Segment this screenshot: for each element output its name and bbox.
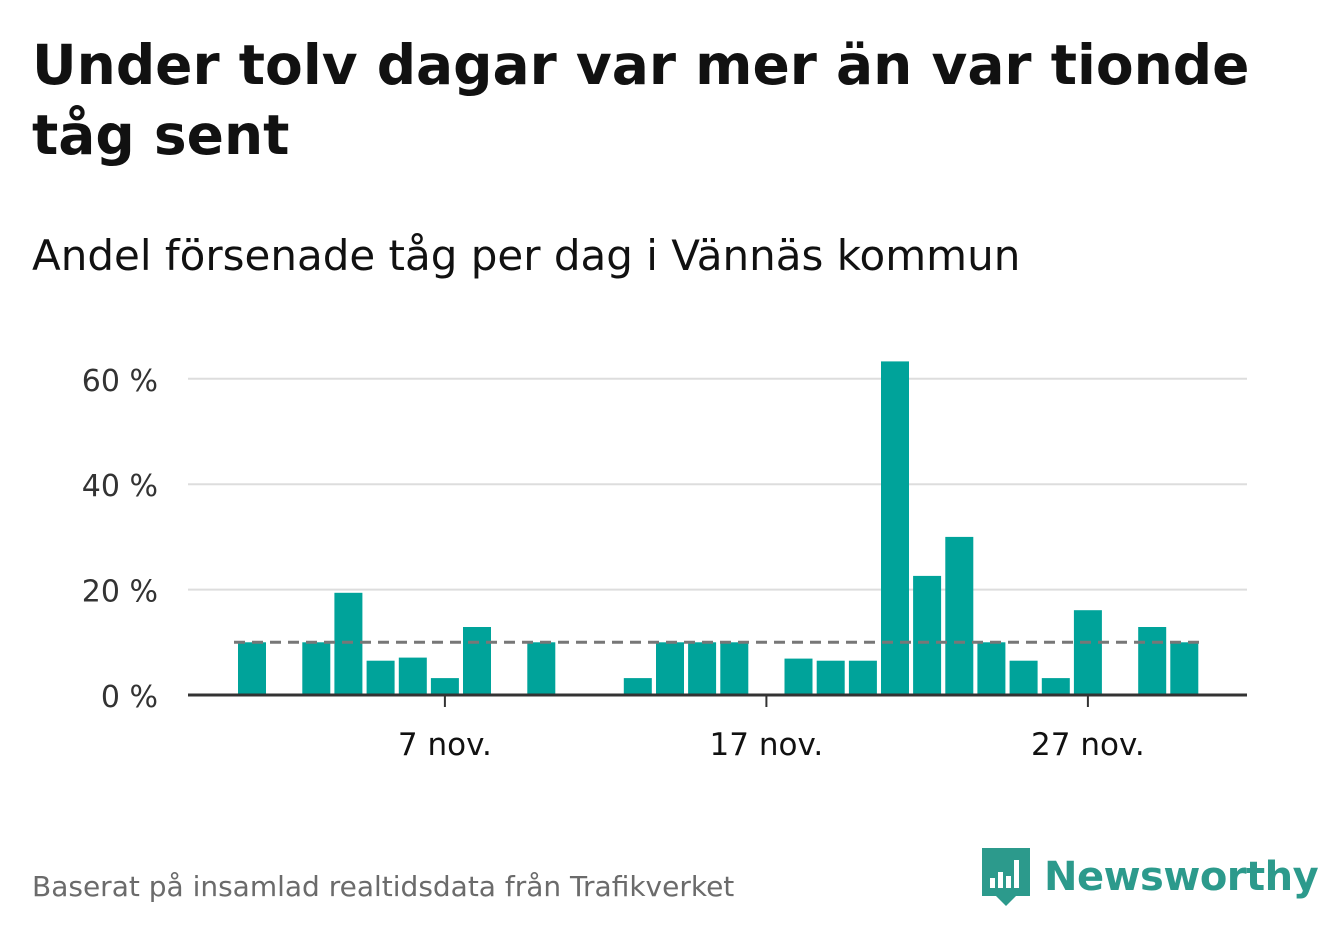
chart-subtitle: Andel försenade tåg per dag i Vännäs kom…: [32, 231, 1021, 280]
y-tick-label: 0 %: [101, 680, 158, 715]
bar: [656, 642, 684, 695]
y-tick-label: 60 %: [82, 364, 158, 399]
y-tick-label: 40 %: [82, 469, 158, 504]
bar: [334, 592, 363, 695]
y-tick-label: 20 %: [82, 575, 158, 610]
bar: [1041, 678, 1070, 695]
bar: [816, 660, 845, 695]
x-tick-label: 17 nov.: [710, 727, 824, 763]
bar: [366, 660, 395, 695]
bar: [977, 642, 1006, 695]
newsworthy-logo-icon: [982, 848, 1030, 906]
bar: [430, 678, 459, 695]
bar: [1170, 642, 1199, 695]
bar: [688, 642, 717, 695]
bar: [302, 642, 331, 695]
bar: [945, 536, 974, 695]
bar: [913, 575, 942, 695]
brand-name: Newsworthy: [1044, 854, 1319, 900]
brand-logo: Newsworthy: [980, 846, 1319, 908]
bar: [784, 658, 813, 695]
bar: [623, 678, 652, 695]
bar: [1073, 610, 1102, 695]
bar: [463, 627, 491, 695]
bar: [881, 361, 909, 695]
bar: [1138, 627, 1167, 695]
bar: [848, 660, 877, 695]
bar: [527, 642, 556, 695]
chart-title: Under tolv dagar var mer än var tionde t…: [32, 33, 1250, 167]
bar: [720, 642, 749, 695]
x-tick-label: 27 nov.: [1031, 727, 1145, 763]
bar-chart: 0 % 20 % 40 % 60 % 7 nov. 17 nov. 27 nov.: [82, 361, 1247, 763]
bar: [238, 642, 266, 695]
x-tick-label: 7 nov.: [398, 727, 492, 763]
source-note: Baserat på insamlad realtidsdata från Tr…: [32, 870, 735, 903]
bar: [1009, 660, 1038, 695]
bar: [398, 657, 427, 695]
